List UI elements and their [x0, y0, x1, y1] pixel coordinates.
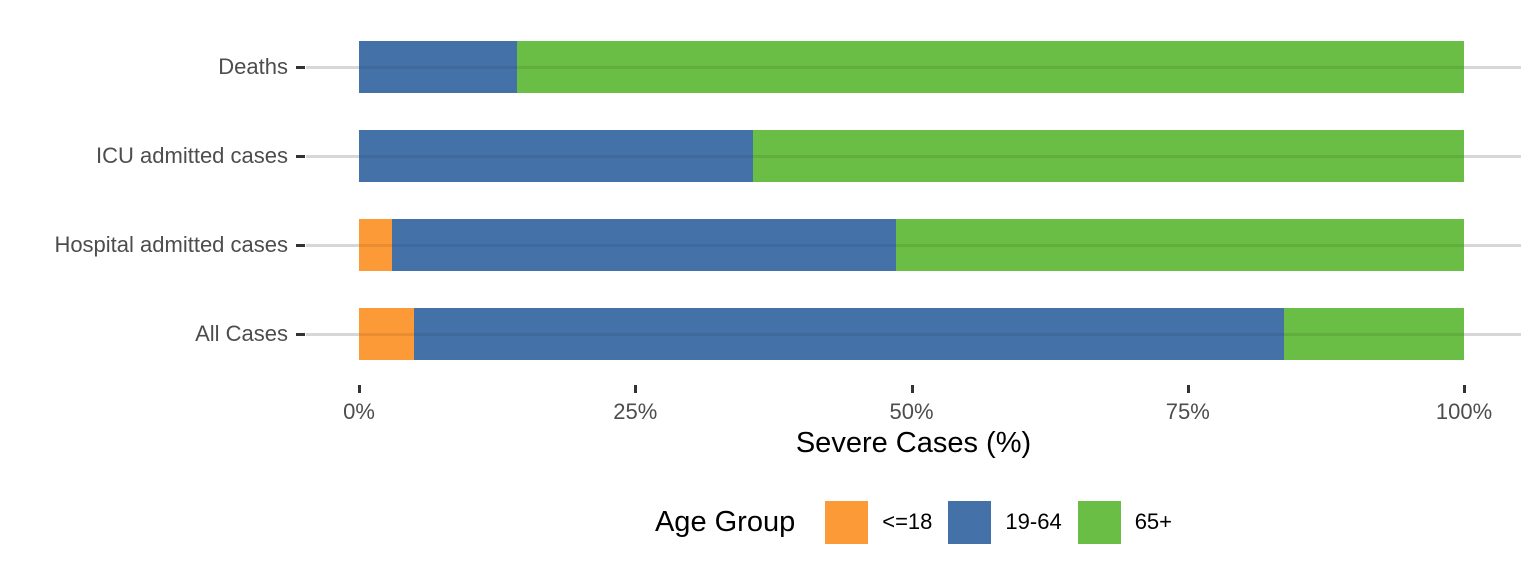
gridline-overlay [359, 66, 1464, 69]
bar-segment-<=18 [359, 308, 415, 360]
y-axis-label: Hospital admitted cases [54, 232, 288, 257]
legend-title: Age Group [654, 505, 796, 538]
bar-segment-19-64 [359, 41, 517, 93]
x-axis-tick [1186, 385, 1190, 393]
stacked-bar [359, 41, 1464, 93]
x-axis-tick-label: 100% [1435, 399, 1493, 424]
y-axis-label: ICU admitted cases [96, 143, 288, 168]
stacked-bar [359, 130, 1464, 182]
bar-segment-65+ [896, 219, 1464, 271]
y-axis-tick [296, 244, 305, 247]
legend-label: <=18 [882, 509, 933, 534]
bar-segment-<=18 [359, 219, 393, 271]
legend-swatch [825, 500, 869, 544]
legend-swatch [948, 500, 992, 544]
stacked-bar [359, 308, 1464, 360]
legend-label: 65+ [1134, 509, 1173, 534]
legend-label: 19-64 [1005, 509, 1062, 534]
legend-item: <=18 [825, 500, 933, 544]
x-axis-title: Severe Cases (%) [795, 427, 1032, 459]
y-axis-tick [296, 66, 305, 69]
bar-segment-19-64 [359, 130, 754, 182]
y-axis-tick [296, 155, 305, 158]
y-axis-label: Deaths [218, 54, 288, 79]
legend-item: 65+ [1077, 500, 1173, 544]
x-axis-tick [910, 385, 914, 393]
legend-item: 19-64 [948, 500, 1062, 544]
bar-segment-19-64 [414, 308, 1284, 360]
y-axis-label: All Cases [195, 321, 288, 346]
legend-swatch [1077, 500, 1121, 544]
legend: Age Group <=18 19-64 65+ [306, 500, 1521, 544]
bar-segment-65+ [1283, 308, 1464, 360]
gridline-overlay [359, 155, 1464, 158]
y-axis-tick [296, 333, 305, 336]
stacked-bar [359, 219, 1464, 271]
x-axis-tick-label: 75% [1165, 399, 1210, 424]
x-axis-tick [358, 385, 361, 393]
bar-segment-65+ [753, 130, 1464, 182]
gridline-overlay [359, 244, 1464, 247]
x-axis-tick-label: 25% [613, 399, 658, 424]
x-axis-tick-label: 50% [889, 399, 934, 424]
x-axis-tick [1463, 385, 1466, 393]
gridline-overlay [359, 333, 1464, 336]
bar-segment-19-64 [392, 219, 897, 271]
bar-segment-65+ [517, 41, 1464, 93]
x-axis-tick [634, 385, 638, 393]
legend-items: <=18 19-64 65+ [809, 500, 1173, 544]
x-axis-tick-label: 0% [343, 399, 375, 424]
